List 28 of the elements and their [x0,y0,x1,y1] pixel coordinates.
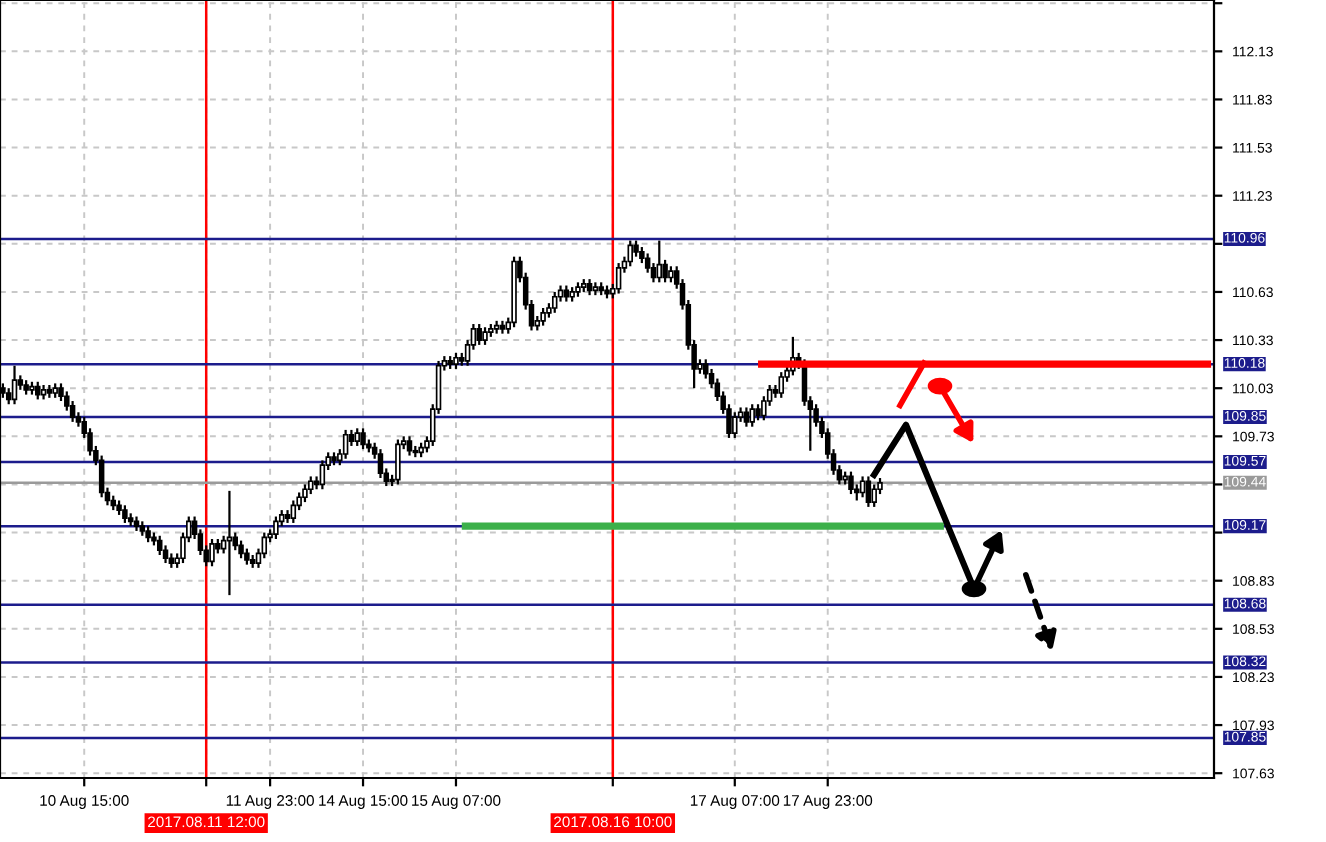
candlestick [360,427,366,451]
candlestick [778,371,785,399]
candlestick [656,239,663,284]
candlestick [662,258,668,284]
candlestick [98,454,105,499]
candlestick [749,403,755,428]
candlestick [406,435,413,457]
candlestick [342,428,349,460]
candlestick [848,470,854,496]
candlestick [743,406,750,428]
candlestick [273,515,279,541]
candlestick [290,499,297,525]
candlestick [702,358,709,380]
candlestick [319,459,326,491]
candlestick [377,448,384,480]
candlestick [627,239,633,268]
candlestick [859,475,866,499]
candlestick [395,438,401,486]
candlestick [11,364,18,406]
candlestick [615,261,622,295]
candlestick [732,411,738,440]
candlestick [871,483,877,509]
candlestick [644,252,651,274]
candlestick [209,537,215,568]
candlestick [551,290,558,314]
candlestick [156,534,163,557]
candlestick [69,399,76,423]
candlestick [476,322,482,346]
